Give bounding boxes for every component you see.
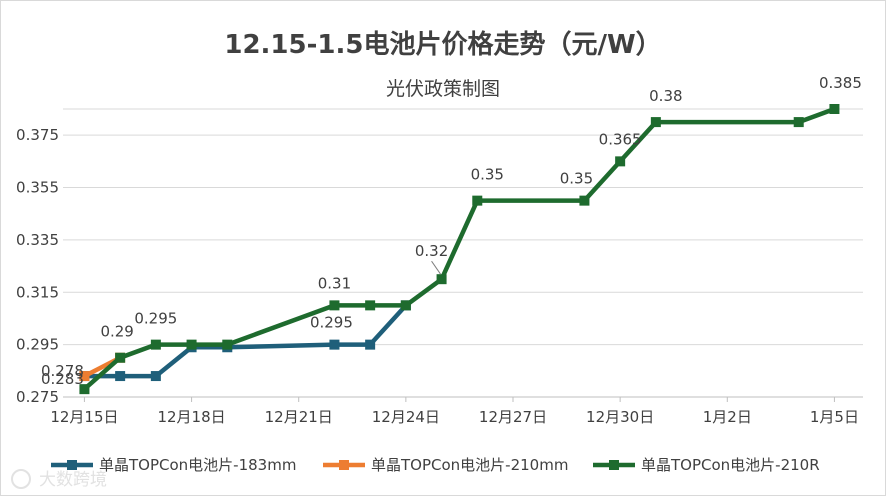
data-point bbox=[79, 371, 90, 382]
x-tick-label: 12月15日 bbox=[50, 408, 118, 426]
legend-entry: 单晶TOPCon电池片-183mm bbox=[99, 456, 296, 474]
data-point bbox=[579, 195, 590, 206]
data-point bbox=[365, 339, 376, 350]
legend-swatch-marker bbox=[339, 460, 349, 470]
y-tick-label: 0.315 bbox=[16, 283, 59, 301]
data-label: 0.32 bbox=[415, 242, 448, 260]
series-lines bbox=[79, 104, 840, 395]
data-label: 0.35 bbox=[471, 166, 504, 184]
watermark-text: 大数跨境 bbox=[39, 470, 107, 490]
data-label: 0.38 bbox=[649, 87, 682, 105]
legend-swatch-marker bbox=[67, 460, 77, 470]
chart-subtitle: 光伏政策制图 bbox=[386, 78, 500, 100]
data-point bbox=[365, 300, 376, 311]
x-tick-label: 12月24日 bbox=[372, 408, 440, 426]
data-label: 0.278 bbox=[41, 362, 84, 380]
data-point bbox=[793, 117, 804, 128]
label-leader-line bbox=[431, 260, 441, 275]
watermark-logo-icon bbox=[11, 469, 31, 489]
data-point bbox=[829, 104, 840, 114]
data-point bbox=[615, 156, 626, 167]
x-tick-label: 12月30日 bbox=[586, 408, 654, 426]
y-tick-label: 0.355 bbox=[16, 179, 59, 197]
x-tick-label: 1月2日 bbox=[703, 408, 752, 426]
x-tick-label: 1月5日 bbox=[810, 408, 859, 426]
data-point bbox=[329, 339, 340, 350]
data-point bbox=[329, 300, 340, 311]
x-tick-label: 12月21日 bbox=[265, 408, 333, 426]
data-label: 0.295 bbox=[134, 310, 177, 328]
data-point bbox=[79, 384, 90, 395]
legend: 单晶TOPCon电池片-183mm 单晶TOPCon电池片-210mm 单晶TOPC… bbox=[51, 456, 820, 474]
data-point bbox=[115, 352, 126, 363]
data-point bbox=[186, 339, 197, 350]
y-tick-label: 0.375 bbox=[16, 126, 59, 144]
data-label: 0.35 bbox=[560, 170, 593, 188]
x-tick-label: 12月27日 bbox=[479, 408, 547, 426]
data-point bbox=[222, 339, 233, 350]
data-label: 0.365 bbox=[599, 130, 642, 148]
data-label: 0.29 bbox=[100, 323, 133, 341]
legend-entry: 单晶TOPCon电池片-210R bbox=[641, 456, 820, 474]
chart-title: 12.15-1.5电池片价格走势（元/W） bbox=[224, 29, 661, 60]
data-label: 0.385 bbox=[819, 74, 862, 92]
data-point bbox=[150, 371, 161, 382]
legend-swatch-marker bbox=[609, 460, 619, 470]
data-point bbox=[400, 300, 411, 311]
x-tick-label: 12月18日 bbox=[157, 408, 225, 426]
data-point bbox=[650, 117, 661, 128]
legend-entry: 单晶TOPCon电池片-210mm bbox=[371, 456, 568, 474]
data-label: 0.283 bbox=[41, 370, 84, 388]
data-label: 0.295 bbox=[310, 314, 353, 332]
series-line-0 bbox=[84, 303, 408, 379]
data-point bbox=[115, 371, 126, 382]
y-tick-label: 0.295 bbox=[16, 336, 59, 354]
y-tick-label: 0.335 bbox=[16, 231, 59, 249]
watermark: 大数跨境 bbox=[11, 469, 107, 490]
axes: 0.275 0.295 0.315 0.335 0.355 0.375 12月15日 12月1… bbox=[16, 126, 863, 426]
data-point bbox=[472, 195, 483, 206]
data-label: 0.31 bbox=[318, 274, 351, 292]
y-tick-label: 0.275 bbox=[16, 388, 59, 406]
data-point bbox=[150, 339, 161, 350]
data-point bbox=[436, 274, 447, 285]
